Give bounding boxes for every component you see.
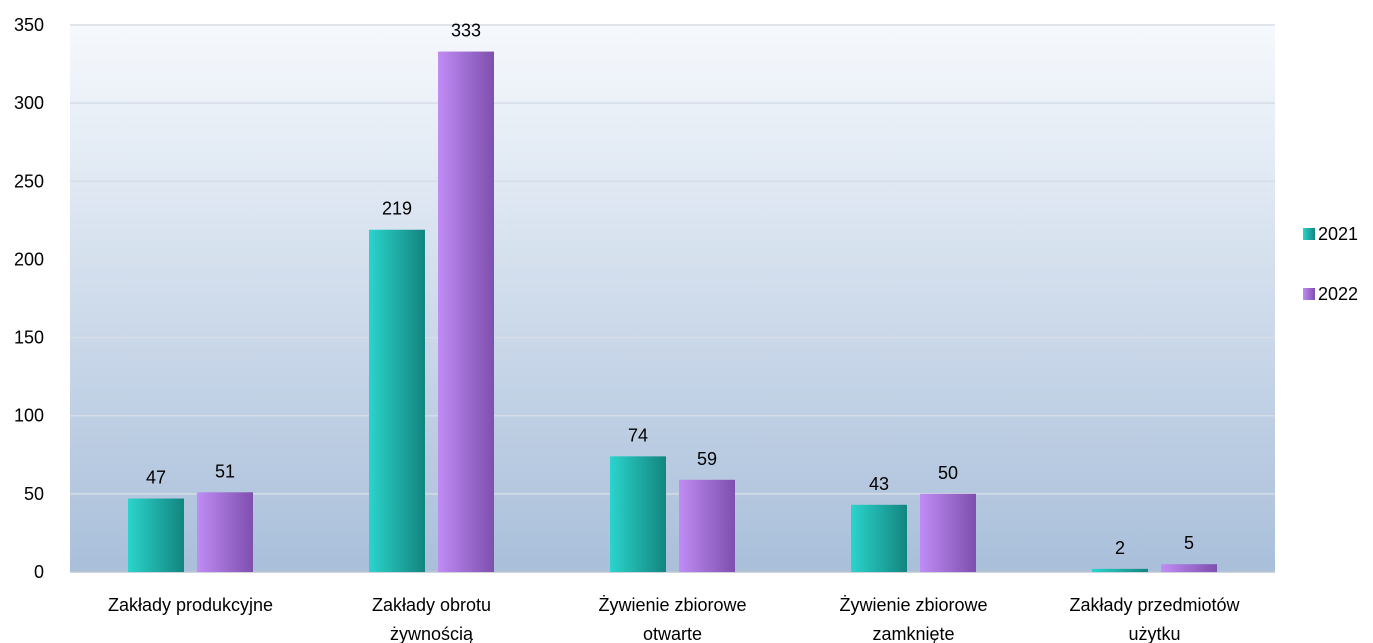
data-label: 47 [146, 468, 166, 488]
bar-2022-4 [1161, 564, 1217, 572]
bar-2022-2 [679, 479, 735, 572]
data-label: 5 [1184, 533, 1194, 553]
legend-swatch [1303, 228, 1315, 240]
y-tick-label: 150 [14, 328, 44, 348]
legend-label: 2022 [1318, 284, 1358, 304]
x-category-label: zamknięte [872, 624, 954, 643]
gridlines [70, 24, 1275, 573]
data-label: 59 [697, 449, 717, 469]
x-category-label: żywnością [390, 624, 474, 643]
data-label: 333 [451, 21, 481, 41]
x-category-label: otwarte [643, 624, 702, 643]
y-tick-label: 50 [24, 484, 44, 504]
x-category-label: użytku [1128, 624, 1180, 643]
y-tick-label: 0 [34, 562, 44, 582]
legend-swatch [1303, 288, 1315, 300]
bar-2022-3 [920, 493, 976, 572]
bars [128, 51, 1217, 572]
bar-2022-0 [197, 492, 253, 572]
bar-2021-3 [851, 504, 907, 572]
x-category-label: Zakłady obrotu [372, 595, 491, 615]
legend-label: 2021 [1318, 224, 1358, 244]
y-tick-label: 350 [14, 15, 44, 35]
y-tick-label: 200 [14, 249, 44, 269]
data-labels: 47 51 219 333 74 59 43 50 2 5 [146, 21, 1194, 558]
plot-area [70, 25, 1275, 572]
y-tick-label: 300 [14, 93, 44, 113]
y-tick-label: 250 [14, 171, 44, 191]
data-label: 43 [869, 474, 889, 494]
bar-2021-2 [610, 456, 666, 572]
y-axis-ticks: 0 50 100 150 200 250 300 350 [14, 15, 44, 582]
x-category-label: Żywienie zbiorowe [839, 595, 987, 615]
data-label: 2 [1115, 538, 1125, 558]
data-label: 219 [382, 199, 412, 219]
bar-2021-0 [128, 498, 184, 572]
x-category-label: Zakłady przedmiotów [1069, 595, 1240, 615]
bar-2021-1 [369, 229, 425, 572]
bar-2021-4 [1092, 568, 1148, 572]
data-label: 51 [215, 461, 235, 481]
data-label: 50 [938, 463, 958, 483]
x-category-label: Zakłady produkcyjne [108, 595, 273, 615]
bar-2022-1 [438, 51, 494, 572]
legend: 2021 2022 [1303, 224, 1358, 304]
x-axis-categories: Zakłady produkcyjne Zakłady obrotu żywnośc… [108, 595, 1241, 643]
data-label: 74 [628, 425, 648, 445]
x-category-label: Żywienie zbiorowe [598, 595, 746, 615]
y-tick-label: 100 [14, 406, 44, 426]
